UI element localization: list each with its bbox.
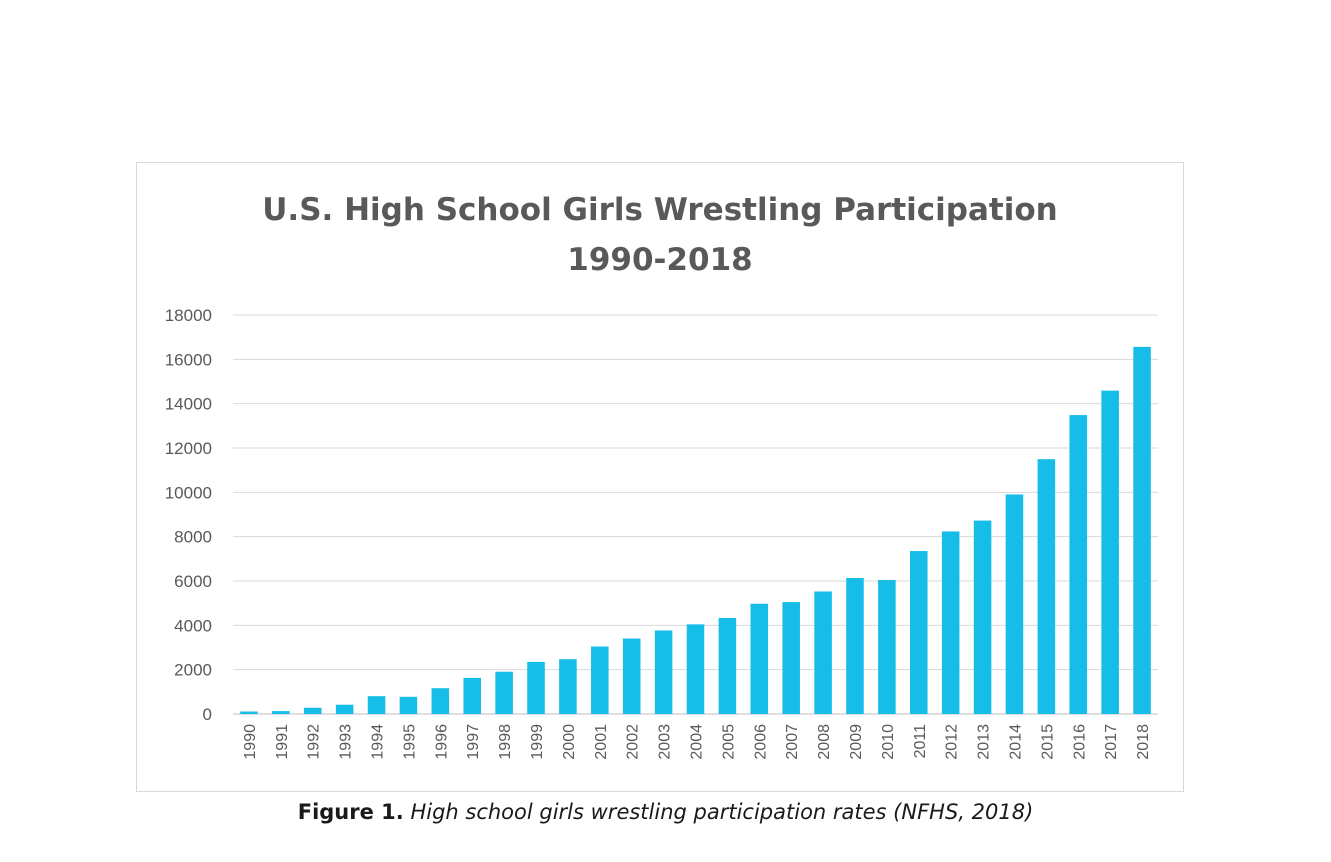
x-tick-label: 1993	[338, 724, 355, 760]
bar-2013	[973, 520, 992, 714]
bar-2008	[814, 591, 832, 714]
bar-1994	[367, 696, 386, 714]
y-tick-label: 2000	[174, 661, 212, 680]
bar-2007	[782, 602, 800, 714]
y-tick-label: 16000	[165, 350, 212, 369]
y-tick-label: 0	[203, 705, 212, 724]
x-tick-label: 2006	[752, 724, 769, 760]
x-tick-label: 2009	[848, 724, 865, 760]
y-axis-ticks: 0 2000 4000 6000 8000 10000 12000 14000 16000 180…	[165, 306, 212, 724]
y-tick-label: 12000	[165, 439, 212, 458]
caption-text: High school girls wrestling participatio…	[410, 800, 1034, 824]
bar-2005	[718, 617, 737, 714]
bar-1990	[240, 711, 258, 714]
x-tick-label: 2002	[625, 724, 642, 760]
x-tick-label: 2004	[689, 724, 706, 760]
x-tick-label: 2011	[912, 724, 929, 759]
x-tick-label: 2018	[1135, 724, 1152, 760]
chart-title: U.S. High School Girls Wrestling Partici…	[262, 192, 1057, 228]
gridlines	[233, 314, 1158, 715]
bar-1995	[399, 696, 418, 714]
x-tick-label: 1994	[370, 724, 387, 760]
bar-1996	[431, 688, 450, 714]
bar-2011	[910, 551, 928, 714]
bar-2016	[1069, 415, 1088, 714]
bar-2001	[591, 646, 609, 714]
bar-2004	[686, 624, 705, 714]
bar-1991	[272, 711, 290, 714]
x-tick-label: 1991	[274, 724, 291, 760]
x-tick-label: 2000	[561, 724, 578, 760]
bar-1998	[495, 671, 513, 714]
y-tick-label: 8000	[174, 528, 212, 547]
x-tick-label: 2012	[944, 724, 961, 760]
bar-2003	[654, 630, 673, 714]
bar-1993	[335, 704, 354, 714]
bar-2006	[750, 603, 769, 714]
x-tick-label: 2003	[657, 724, 674, 760]
figure-caption: Figure 1. High school girls wrestling pa…	[0, 800, 1331, 824]
bar-2014	[1005, 494, 1024, 714]
x-tick-label: 2007	[784, 724, 801, 760]
y-tick-label: 18000	[165, 306, 212, 325]
x-tick-label: 1992	[306, 724, 323, 760]
y-tick-label: 14000	[165, 395, 212, 414]
bar-1992	[303, 707, 322, 714]
x-tick-label: 1997	[465, 724, 482, 760]
x-tick-label: 1999	[529, 724, 546, 760]
bar-2000	[559, 659, 577, 714]
x-tick-label: 1998	[497, 724, 514, 760]
y-tick-label: 6000	[174, 572, 212, 591]
x-tick-label: 2008	[816, 724, 833, 760]
y-tick-label: 10000	[165, 483, 212, 502]
y-tick-label: 4000	[174, 616, 212, 635]
x-tick-label: 2015	[1039, 724, 1056, 760]
chart-subtitle: 1990-2018	[567, 242, 752, 278]
bar-1997	[463, 677, 481, 714]
x-tick-label: 2016	[1071, 724, 1088, 760]
bars	[240, 346, 1151, 714]
x-tick-label: 2001	[593, 724, 610, 760]
caption-label: Figure 1.	[297, 800, 404, 824]
bar-2018	[1133, 346, 1151, 714]
bar-2012	[941, 531, 960, 714]
x-axis-ticks: 1990 1991 1992 1993 1994 1995 1996 1997 1998 1999…	[242, 724, 1152, 760]
bar-2015	[1037, 459, 1056, 714]
bar-2002	[622, 638, 641, 714]
x-tick-label: 1990	[242, 724, 259, 760]
x-tick-label: 1995	[401, 724, 418, 760]
bar-2010	[878, 579, 896, 714]
x-tick-label: 2013	[976, 724, 993, 760]
bar-2009	[846, 578, 864, 714]
x-tick-label: 2014	[1007, 724, 1024, 760]
bar-2017	[1101, 390, 1119, 714]
x-tick-label: 2010	[880, 724, 897, 760]
bar-1999	[527, 661, 545, 714]
x-tick-label: 2017	[1103, 724, 1120, 760]
x-tick-label: 1996	[433, 724, 450, 760]
x-tick-label: 2005	[720, 724, 737, 760]
